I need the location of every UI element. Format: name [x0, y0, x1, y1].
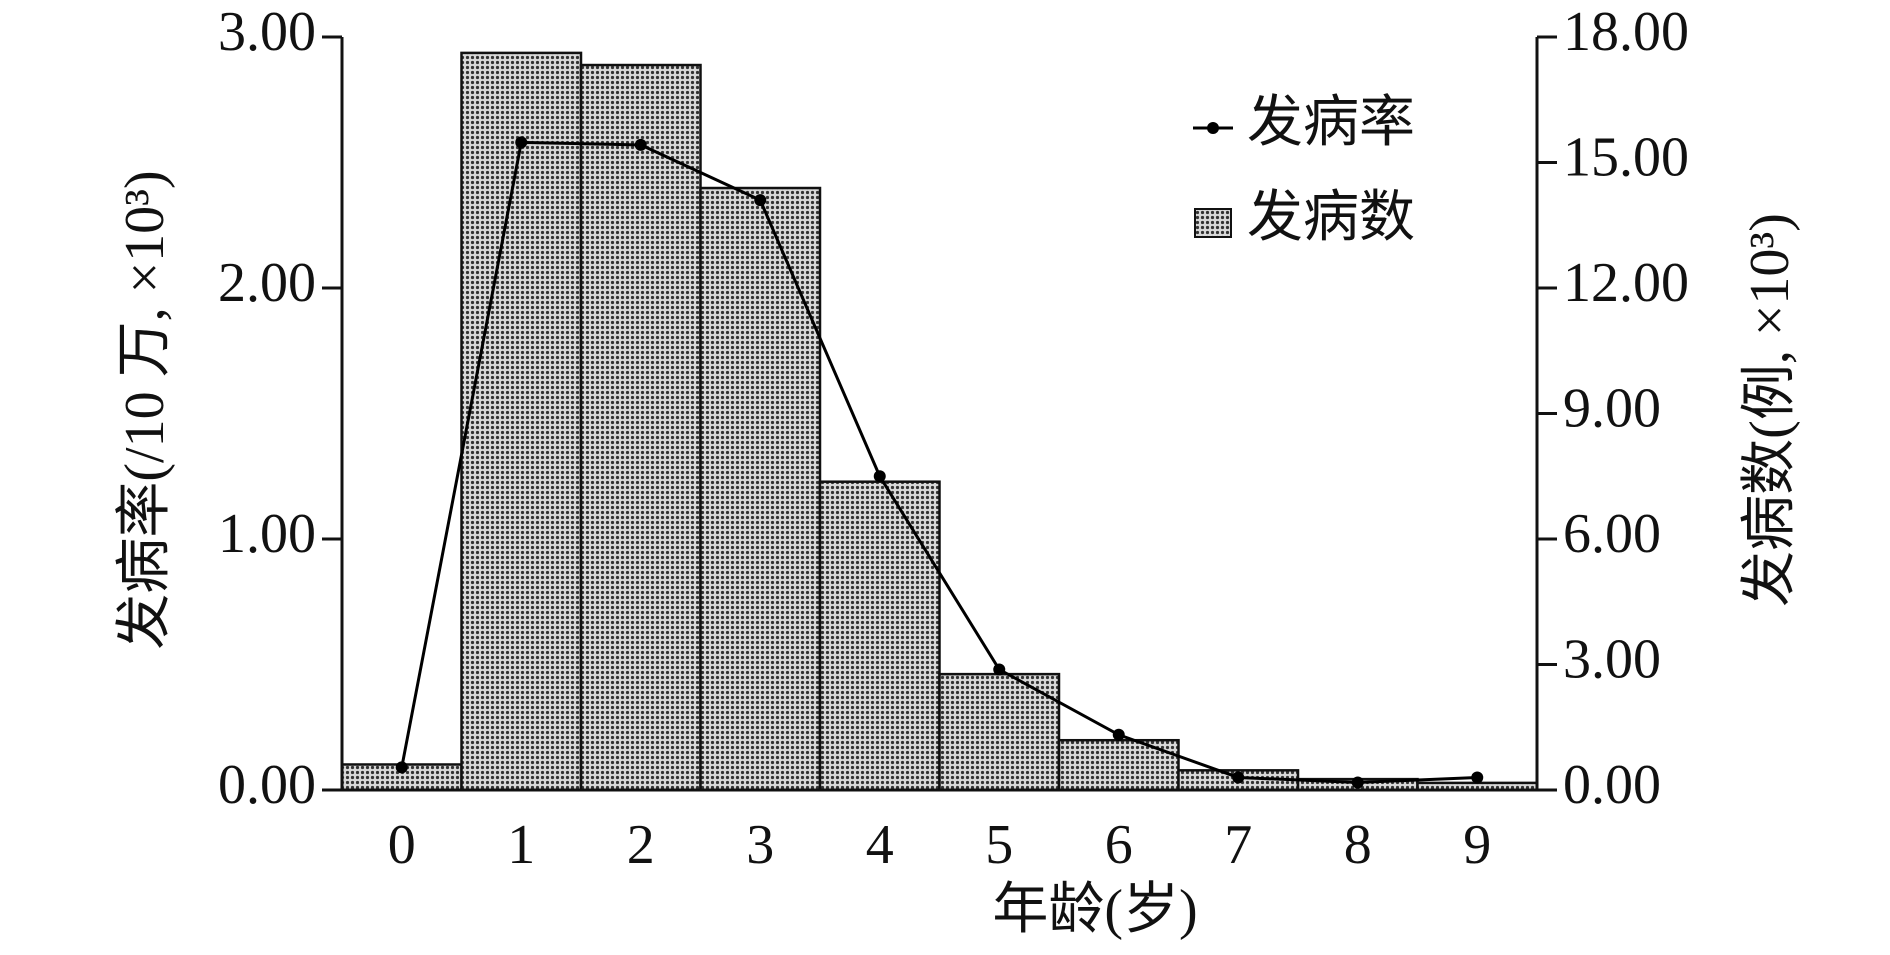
- legend-point: [1207, 122, 1219, 134]
- x-tick-label: 1: [507, 814, 535, 876]
- y-tick-label: 2.00: [218, 252, 316, 314]
- point: [873, 470, 886, 483]
- y2-tick-label: 12.00: [1563, 252, 1689, 314]
- y2-tick-label: 6.00: [1563, 503, 1661, 565]
- bar: [938, 672, 1061, 792]
- y2-tick-label: 3.00: [1563, 628, 1661, 690]
- y-tick-label: 0.00: [218, 754, 316, 816]
- legend-label: 发病率: [1247, 92, 1415, 154]
- y-tick-label: 3.00: [218, 1, 316, 63]
- y-tick-label: 1.00: [218, 503, 316, 565]
- bar: [818, 480, 941, 792]
- bar: [460, 51, 583, 792]
- x-tick-label: 9: [1463, 814, 1491, 876]
- y2-tick-label: 0.00: [1563, 754, 1661, 816]
- x-tick-label: 8: [1344, 814, 1372, 876]
- point: [1471, 771, 1484, 784]
- x-tick-label: 0: [388, 814, 416, 876]
- point: [1232, 771, 1245, 784]
- point: [1112, 728, 1125, 741]
- x-tick-label: 5: [985, 814, 1013, 876]
- bar: [579, 63, 702, 792]
- line: [400, 140, 1478, 784]
- point: [754, 194, 767, 207]
- x-tick-label: 2: [627, 814, 655, 876]
- y2-tick-label: 18.00: [1563, 1, 1689, 63]
- bar: [699, 186, 822, 792]
- point: [395, 761, 408, 774]
- point: [634, 138, 647, 151]
- y2-tick-label: 15.00: [1563, 126, 1689, 188]
- point: [515, 136, 528, 149]
- x-tick-label: 6: [1105, 814, 1133, 876]
- x-tick-label: 3: [746, 814, 774, 876]
- legend-swatch: [1194, 208, 1232, 238]
- y2-tick-label: 9.00: [1563, 377, 1661, 439]
- y-axis-title: 发病率(/10 万, ×10³): [114, 170, 176, 649]
- bar: [1057, 738, 1180, 792]
- point: [993, 663, 1006, 676]
- x-axis-title: 年龄(岁): [992, 879, 1197, 941]
- point: [1351, 776, 1364, 789]
- x-tick-label: 4: [866, 814, 894, 876]
- x-tick-label: 7: [1224, 814, 1252, 876]
- y2-axis-title: 发病数(例, ×10³): [1739, 213, 1801, 607]
- legend-label: 发病数: [1247, 187, 1415, 249]
